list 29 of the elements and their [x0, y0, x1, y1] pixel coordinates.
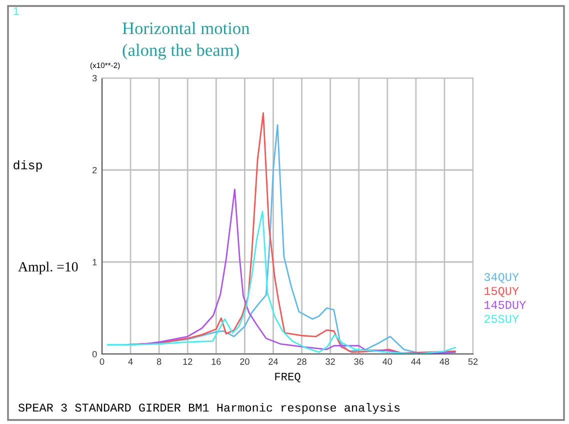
text: 34QUY: [484, 273, 519, 284]
x-tick-label: 20: [240, 358, 250, 365]
x-axis-title: FREQ: [275, 372, 300, 382]
y-tick-label: 0: [92, 350, 97, 358]
x-tick-label: 36: [354, 358, 364, 365]
text: SPEAR 3 STANDARD GIRDER BM1 Harmonic response analysis: [18, 402, 400, 414]
x-tick-label: 48: [440, 358, 450, 365]
x-tick-label: 28: [297, 358, 306, 365]
line-series: [107, 210, 456, 354]
x-tick-label: 40: [382, 358, 392, 365]
text: Ampl. =10: [18, 262, 78, 274]
x-tick-label: 8: [156, 358, 162, 365]
text: 1: [14, 7, 19, 15]
text: 15QUY: [484, 286, 519, 298]
y-tick-label: 1: [92, 259, 97, 266]
chart-title: Horizontal motion (along the beam): [122, 22, 250, 60]
y-tick-label: 3: [92, 74, 97, 82]
x-tick-label: 0: [100, 358, 104, 365]
x-tick-label: 12: [183, 358, 192, 365]
x-tick-label: 32: [326, 358, 335, 365]
text: 145DUY: [484, 301, 526, 309]
x-tick-label: 52: [468, 358, 478, 365]
text: 25SUY: [484, 314, 519, 323]
x-tick-label: 16: [212, 358, 221, 365]
x-tick-label: 44: [411, 358, 421, 365]
x-tick-label: 24: [268, 358, 278, 365]
y-tick-label: 2: [92, 166, 97, 174]
x-tick-label: 4: [128, 358, 133, 365]
y-axis-title: disp: [14, 160, 42, 172]
